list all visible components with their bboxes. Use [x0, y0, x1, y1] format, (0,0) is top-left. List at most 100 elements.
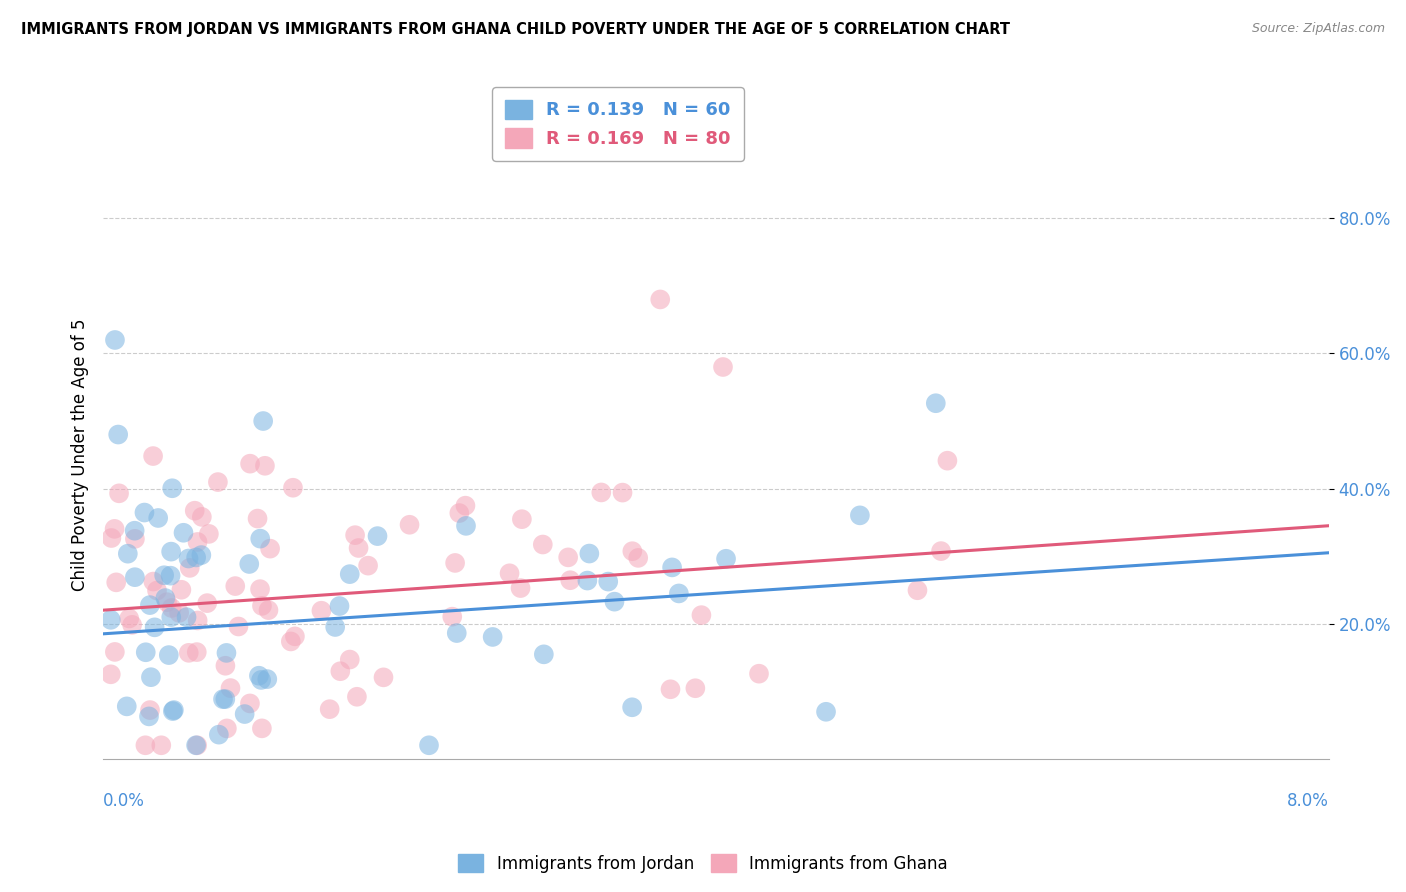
Point — [259, 541, 281, 556]
Point — [160, 610, 183, 624]
Point — [108, 486, 131, 500]
Point — [418, 739, 440, 753]
Point — [815, 705, 838, 719]
Point — [481, 630, 503, 644]
Point — [198, 527, 221, 541]
Point — [134, 739, 156, 753]
Point — [124, 570, 146, 584]
Point — [441, 609, 464, 624]
Point — [117, 547, 139, 561]
Point — [498, 566, 520, 581]
Point — [139, 703, 162, 717]
Point — [138, 709, 160, 723]
Point — [163, 703, 186, 717]
Point — [849, 508, 872, 523]
Point — [373, 670, 395, 684]
Point — [612, 485, 634, 500]
Point — [179, 561, 201, 575]
Point — [510, 512, 533, 526]
Point — [311, 604, 333, 618]
Point — [142, 574, 165, 589]
Point — [907, 583, 929, 598]
Point — [323, 620, 346, 634]
Point — [560, 573, 582, 587]
Point — [105, 575, 128, 590]
Point — [249, 532, 271, 546]
Point — [339, 652, 361, 666]
Point — [177, 551, 200, 566]
Point — [160, 601, 183, 615]
Point — [239, 697, 262, 711]
Point — [250, 722, 273, 736]
Point — [557, 550, 579, 565]
Point — [328, 599, 350, 613]
Point — [661, 560, 683, 574]
Point — [162, 704, 184, 718]
Point — [224, 579, 246, 593]
Point — [714, 551, 737, 566]
Text: 0.0%: 0.0% — [103, 792, 145, 810]
Point — [659, 682, 682, 697]
Point — [170, 582, 193, 597]
Point — [329, 664, 352, 678]
Point — [347, 541, 370, 555]
Point — [446, 626, 468, 640]
Point — [598, 574, 620, 589]
Point — [228, 619, 250, 633]
Point — [925, 396, 948, 410]
Point — [366, 529, 388, 543]
Point — [124, 532, 146, 546]
Point — [186, 645, 208, 659]
Point — [173, 525, 195, 540]
Point — [449, 506, 471, 520]
Point — [711, 359, 734, 374]
Point — [160, 544, 183, 558]
Point — [121, 617, 143, 632]
Point — [124, 524, 146, 538]
Point — [249, 582, 271, 596]
Point — [153, 568, 176, 582]
Point — [142, 449, 165, 463]
Point — [576, 574, 599, 588]
Legend: Immigrants from Jordan, Immigrants from Ghana: Immigrants from Jordan, Immigrants from … — [451, 847, 955, 880]
Point — [104, 645, 127, 659]
Point — [100, 667, 122, 681]
Point — [167, 606, 190, 620]
Point — [134, 506, 156, 520]
Point — [621, 544, 644, 558]
Point — [160, 481, 183, 495]
Point — [339, 567, 361, 582]
Point — [668, 586, 690, 600]
Point — [186, 739, 208, 753]
Point — [146, 583, 169, 598]
Point — [208, 728, 231, 742]
Point — [186, 550, 208, 565]
Point — [578, 547, 600, 561]
Point — [184, 739, 207, 753]
Point — [281, 481, 304, 495]
Point — [156, 595, 179, 609]
Point — [191, 509, 214, 524]
Point — [748, 666, 770, 681]
Point — [118, 611, 141, 625]
Point — [627, 550, 650, 565]
Point — [139, 670, 162, 684]
Point — [212, 692, 235, 706]
Y-axis label: Child Poverty Under the Age of 5: Child Poverty Under the Age of 5 — [72, 318, 89, 591]
Point — [135, 645, 157, 659]
Point — [187, 614, 209, 628]
Point — [177, 646, 200, 660]
Point — [195, 596, 218, 610]
Point — [184, 504, 207, 518]
Point — [115, 699, 138, 714]
Point — [603, 595, 626, 609]
Point — [157, 648, 180, 662]
Point — [344, 528, 367, 542]
Point — [107, 427, 129, 442]
Text: 8.0%: 8.0% — [1286, 792, 1329, 810]
Point — [591, 485, 613, 500]
Point — [103, 522, 125, 536]
Point — [257, 603, 280, 617]
Point — [139, 598, 162, 612]
Point — [250, 673, 273, 687]
